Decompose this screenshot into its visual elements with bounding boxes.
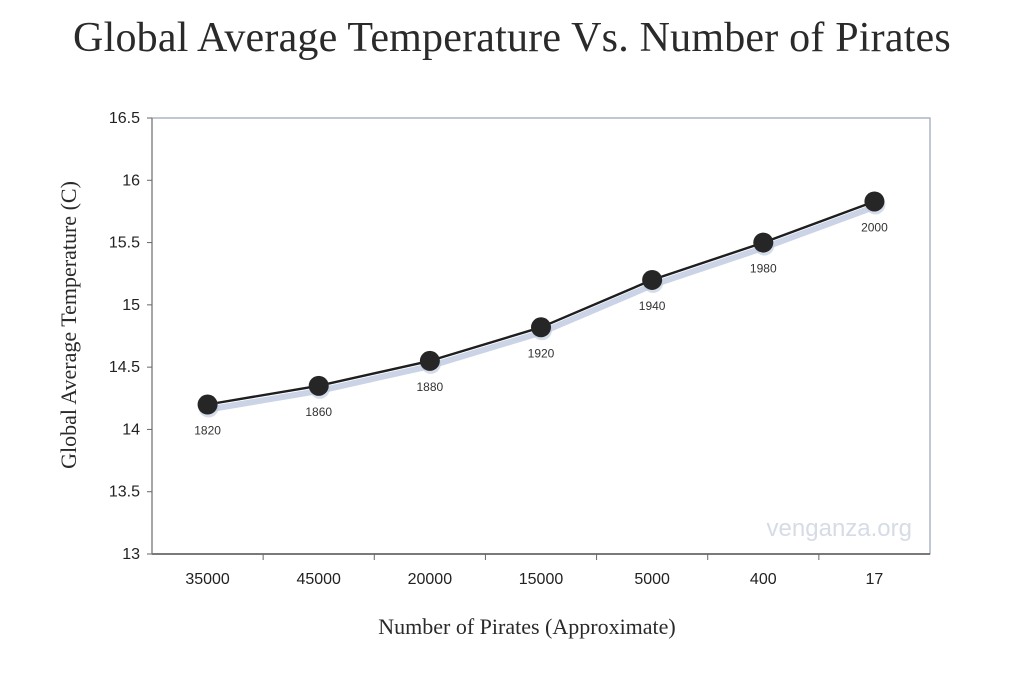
data-label: 1880 [417,380,444,394]
data-label: 1940 [639,299,666,313]
y-tick-label: 15.5 [109,235,140,252]
data-point [419,350,440,371]
data-label: 1980 [750,262,777,276]
data-label: 1860 [305,405,332,419]
data-point [753,232,774,253]
data-label: 2000 [861,220,888,234]
data-label: 1820 [194,424,221,438]
data-label: 1920 [528,346,555,360]
data-point [308,375,329,396]
x-tick-label: 17 [866,571,884,588]
x-tick-label: 35000 [185,571,230,588]
x-tick-label: 15000 [519,571,564,588]
y-axis-label: Global Average Temperature (C) [56,181,81,469]
data-point [197,394,218,415]
watermark: venganza.org [767,515,912,542]
x-tick-label: 45000 [296,571,341,588]
y-tick-label: 13 [122,546,140,563]
y-tick-label: 14.5 [109,359,140,376]
x-axis: 35000 45000 20000 15000 5000 400 17 [185,554,883,588]
plot-frame [151,117,931,555]
series-line-group [205,200,879,413]
y-tick-label: 13.5 [109,484,140,501]
y-tick-label: 16.5 [109,110,140,127]
data-point [864,191,885,212]
y-axis: 13 13.5 14 14.5 15 15.5 16 16.5 [109,110,152,563]
y-tick-label: 15 [122,297,140,314]
x-axis-label: Number of Pirates (Approximate) [378,614,676,639]
y-tick-label: 16 [122,172,140,189]
chart-title: Global Average Temperature Vs. Number of… [73,15,951,61]
data-points: 1820 1860 1880 1920 1940 1980 2000 [194,191,888,438]
y-tick-label: 14 [122,421,140,438]
data-point [642,269,663,290]
series-line [207,200,875,406]
x-tick-label: 5000 [634,571,670,588]
x-tick-label: 400 [750,571,777,588]
data-point [531,317,551,338]
x-tick-label: 20000 [408,571,453,588]
